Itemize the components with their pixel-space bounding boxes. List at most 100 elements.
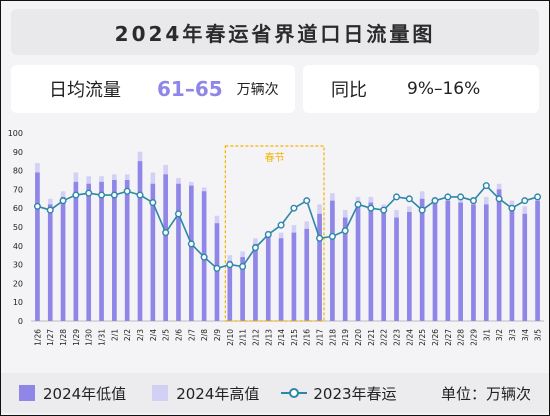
y-tick-label: 10 bbox=[13, 298, 23, 307]
line-point bbox=[367, 204, 375, 212]
bar-low bbox=[176, 183, 181, 321]
legend-item-low: 2024年低值 bbox=[19, 383, 126, 404]
line-point bbox=[393, 193, 401, 201]
line-point bbox=[457, 193, 465, 201]
bar-low bbox=[483, 204, 489, 321]
kpi-daily-value: 61–65 bbox=[157, 77, 223, 101]
bar-low bbox=[355, 202, 361, 321]
bar-low bbox=[330, 200, 335, 321]
x-tick-label: 1/30 bbox=[85, 329, 94, 346]
x-tick-label: 2/29 bbox=[469, 329, 478, 346]
line-point bbox=[226, 261, 234, 269]
bar-low bbox=[73, 181, 79, 321]
line-point bbox=[174, 210, 182, 218]
bar-low bbox=[150, 183, 156, 321]
bar-low bbox=[214, 223, 220, 321]
line-point bbox=[354, 200, 362, 208]
y-tick-label: 40 bbox=[13, 242, 23, 251]
line-point bbox=[380, 206, 388, 214]
line-point bbox=[85, 189, 93, 197]
legend-item-high: 2024年高值 bbox=[152, 383, 259, 404]
x-tick-label: 2/26 bbox=[431, 329, 440, 346]
x-tick-label: 1/27 bbox=[46, 329, 55, 346]
y-tick-label: 50 bbox=[13, 223, 23, 232]
line-point bbox=[33, 202, 41, 210]
line-point bbox=[187, 240, 195, 248]
unit-label: 单位：万辆次 bbox=[440, 384, 531, 403]
y-tick-label: 90 bbox=[13, 148, 23, 157]
x-tick-label: 2/28 bbox=[457, 329, 466, 346]
bar-low bbox=[163, 174, 168, 321]
line-point bbox=[469, 197, 477, 205]
line-point bbox=[200, 253, 208, 261]
bar-low bbox=[86, 183, 92, 321]
chart-area: 0 10 20 30 40 50 60 70 80 90 100 春节 1/26 1/27 1/28 1/29… bbox=[1, 121, 549, 371]
x-tick-label: 2/7 bbox=[187, 329, 196, 341]
line-point bbox=[303, 197, 311, 205]
y-tick-label: 80 bbox=[13, 167, 23, 176]
bar-low bbox=[304, 228, 310, 321]
bar-low bbox=[112, 180, 117, 321]
bar-low bbox=[253, 243, 258, 321]
bar-low bbox=[471, 204, 476, 321]
x-tick-label: 2/13 bbox=[264, 329, 273, 346]
bar-low bbox=[35, 172, 40, 321]
x-tick-label: 2/15 bbox=[290, 329, 299, 346]
bar-low bbox=[419, 198, 425, 321]
bar-low bbox=[342, 217, 348, 321]
x-tick-label: 3/4 bbox=[521, 329, 530, 341]
bar-low bbox=[265, 236, 271, 321]
x-tick-label: 2/2 bbox=[123, 329, 132, 341]
line-point bbox=[444, 193, 452, 201]
line-point bbox=[418, 206, 426, 214]
x-tick-label: 2/21 bbox=[367, 329, 376, 346]
x-tick-label: 2/18 bbox=[328, 329, 337, 346]
y-tick-label: 60 bbox=[13, 204, 23, 213]
x-tick-label: 1/29 bbox=[72, 329, 81, 346]
bar-low bbox=[137, 161, 143, 321]
x-tick-label: 2/23 bbox=[393, 329, 402, 346]
bar-low bbox=[99, 181, 104, 321]
kpi-daily-label: 日均流量 bbox=[49, 80, 121, 101]
x-tick-label: 2/8 bbox=[200, 329, 209, 341]
bar-low bbox=[407, 211, 412, 321]
bar-low bbox=[509, 208, 515, 321]
kpi-yoy: 同比 9%–16% bbox=[303, 65, 539, 113]
bar-low bbox=[317, 213, 322, 321]
line-point bbox=[213, 264, 221, 272]
bar-low bbox=[368, 202, 374, 321]
line-point bbox=[162, 229, 170, 237]
festival-label: 春节 bbox=[265, 152, 285, 164]
line-point bbox=[136, 191, 144, 199]
legend-item-line: 2023年春运 bbox=[281, 383, 397, 404]
y-tick-label: 20 bbox=[13, 279, 23, 288]
x-tick-label: 2/20 bbox=[354, 329, 363, 346]
x-tick-label: 2/14 bbox=[277, 329, 286, 346]
line-point bbox=[508, 204, 516, 212]
line-point bbox=[534, 193, 542, 201]
bar-low bbox=[458, 202, 463, 321]
bar-low bbox=[291, 232, 297, 321]
line-point bbox=[98, 191, 106, 199]
x-tick-label: 2/27 bbox=[444, 329, 453, 346]
line-point bbox=[251, 244, 259, 252]
line-point bbox=[277, 221, 285, 229]
line-point bbox=[239, 262, 247, 270]
x-tick-label: 2/3 bbox=[136, 329, 145, 341]
line-point bbox=[328, 232, 336, 240]
x-tick-label: 3/3 bbox=[508, 329, 517, 341]
bar-low bbox=[445, 200, 451, 321]
y-tick-label: 30 bbox=[13, 261, 23, 270]
y-tick-label: 100 bbox=[8, 129, 23, 138]
line-point bbox=[495, 195, 503, 203]
bar-low bbox=[522, 213, 528, 321]
kpi-yoy-value: 9%–16% bbox=[407, 79, 481, 99]
x-tick-label: 3/5 bbox=[534, 329, 543, 341]
legend-label-line: 2023年春运 bbox=[313, 384, 397, 403]
line-point bbox=[521, 197, 529, 205]
bar-low bbox=[189, 185, 194, 321]
legend-label-low: 2024年低值 bbox=[43, 384, 127, 403]
line-point bbox=[405, 195, 413, 203]
bar-low bbox=[432, 202, 438, 321]
